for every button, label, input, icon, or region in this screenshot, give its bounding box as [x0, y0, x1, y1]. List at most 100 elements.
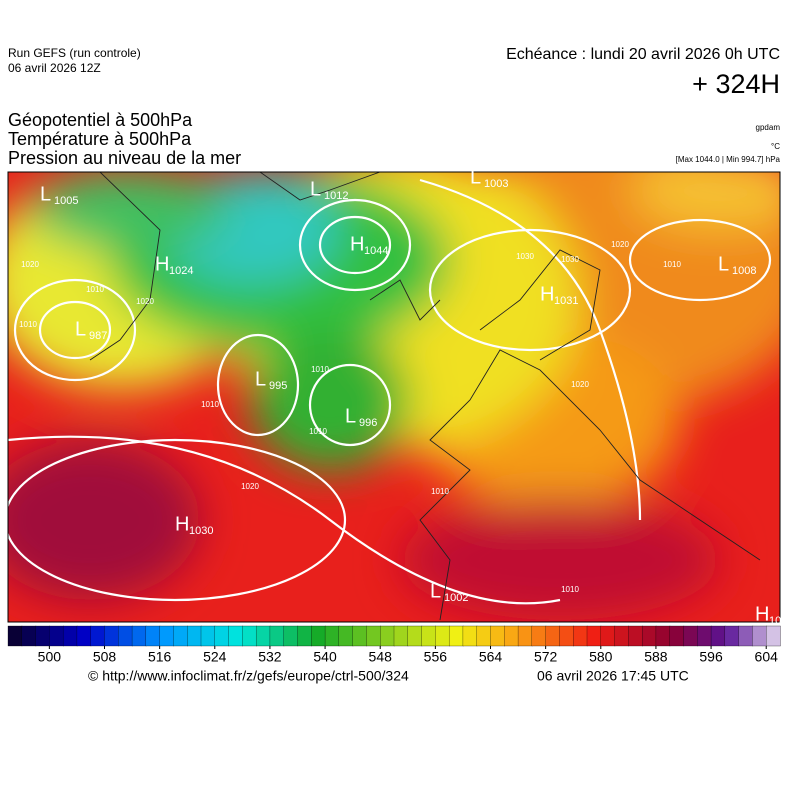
colorbar-cell: [448, 625, 464, 647]
colorbar-cell: [628, 625, 643, 647]
colorbar-cell: [297, 625, 312, 647]
center-value: 10: [769, 615, 781, 627]
colorbar-cell: [255, 625, 271, 647]
valid-time: Echéance : lundi 20 avril 2026 0h UTC: [506, 46, 780, 63]
title: Pression au niveau de la mer: [8, 148, 241, 168]
isobar-label: 1010: [86, 285, 104, 294]
center-kind: H: [540, 283, 554, 305]
center-value: 987: [89, 330, 107, 342]
unit: °C: [771, 142, 780, 151]
colorbar-cell: [683, 625, 698, 647]
colorbar-cell: [118, 625, 133, 647]
colorbar-tick-label: 548: [369, 649, 393, 665]
colorbar-tick-label: 572: [534, 649, 558, 665]
isobar-label: 1010: [431, 487, 449, 496]
colorbar-cell: [752, 625, 767, 647]
center-kind: H: [155, 253, 169, 275]
map: [8, 172, 780, 622]
colorbar-cell: [559, 625, 574, 647]
isobar-label: 1010: [663, 260, 681, 269]
colorbar-cell: [324, 625, 340, 647]
run: Run GEFS (run controle): [8, 46, 141, 60]
isobar-label: 1010: [311, 365, 329, 374]
colorbar-cell: [145, 625, 161, 647]
colorbar-cell: [435, 625, 450, 647]
colorbar-cell: [7, 625, 23, 647]
colorbar-tick-label: 500: [38, 649, 62, 665]
center-kind: H: [350, 233, 364, 255]
colorbar-cell: [545, 625, 561, 647]
colorbar-tick-label: 532: [258, 649, 282, 665]
center-kind: L: [255, 368, 266, 390]
map-frame: [7, 171, 781, 623]
colorbar-cell: [104, 625, 119, 647]
unit: gpdam: [756, 123, 781, 132]
center-value: 1012: [324, 190, 348, 202]
colorbar-cell: [380, 625, 395, 647]
colorbar-tick-label: 540: [313, 649, 337, 665]
colorbar-tick-label: 516: [148, 649, 172, 665]
center-kind: L: [40, 183, 51, 205]
center-kind: H: [175, 513, 189, 535]
colorbar-cell: [35, 625, 51, 647]
colorbar-cell: [421, 625, 437, 647]
run-date: 06 avril 2026 12Z: [8, 61, 101, 75]
center-value: 1008: [732, 265, 756, 277]
colorbar-cell: [269, 625, 285, 647]
isobar-label: 1020: [21, 260, 39, 269]
isobar-label: 1030: [561, 255, 579, 264]
colorbar-tick-label: 588: [644, 649, 668, 665]
center-kind: L: [718, 253, 729, 275]
isobar-label: 1030: [516, 252, 534, 261]
center-value: 1005: [54, 195, 78, 207]
center-kind: L: [430, 580, 441, 602]
isobar-label: 1010: [201, 400, 219, 409]
colorbar-cell: [62, 625, 78, 647]
colorbar-cell: [614, 625, 630, 647]
colorbar-cell: [504, 625, 519, 647]
colorbar-cell: [131, 625, 147, 647]
colorbar-cell: [21, 625, 37, 647]
colorbar-cell: [283, 625, 299, 647]
footer-issued: 06 avril 2026 17:45 UTC: [537, 668, 689, 684]
center-value: 1044: [364, 245, 388, 257]
colorbar-cell: [710, 625, 726, 647]
unit: [Max 1044.0 | Min 994.7] hPa: [676, 155, 781, 164]
colorbar-cell: [641, 625, 657, 647]
isobar-label: 1020: [571, 380, 589, 389]
center-kind: L: [75, 318, 86, 340]
center-value: 1030: [189, 525, 213, 537]
colorbar-cell: [242, 625, 257, 647]
isobar-label: 1020: [241, 482, 259, 491]
center-kind: H: [755, 603, 769, 625]
colorbar-cell: [462, 625, 478, 647]
colorbar-cell: [366, 625, 381, 647]
colorbar-cell: [586, 625, 602, 647]
center-value: 1024: [169, 265, 193, 277]
center-value: 1002: [444, 592, 468, 604]
colorbar-cell: [352, 625, 368, 647]
colorbar-cell: [90, 625, 106, 647]
center-kind: L: [345, 405, 356, 427]
isobar-label: 1010: [561, 585, 579, 594]
colorbar-tick-label: 604: [755, 649, 779, 665]
colorbar-cell: [766, 625, 781, 647]
isobar-label: 1010: [309, 427, 327, 436]
colorbar-cell: [76, 625, 92, 647]
colorbar-cell: [655, 625, 671, 647]
colorbar-cell: [200, 625, 216, 647]
colorbar-cell: [338, 625, 354, 647]
colorbar-tick-label: 580: [589, 649, 613, 665]
colorbar-cell: [214, 625, 230, 647]
colorbar-cell: [393, 625, 409, 647]
colorbar-cell: [311, 625, 326, 647]
isobar-label: 1020: [611, 240, 629, 249]
title: Géopotentiel à 500hPa: [8, 110, 193, 130]
colorbar-tick-label: 564: [479, 649, 503, 665]
colorbar-tick-label: 524: [203, 649, 227, 665]
colorbar-cell: [517, 625, 533, 647]
colorbar-cell: [600, 625, 616, 647]
colorbar-cell: [738, 625, 754, 647]
center-value: 1003: [484, 178, 508, 190]
